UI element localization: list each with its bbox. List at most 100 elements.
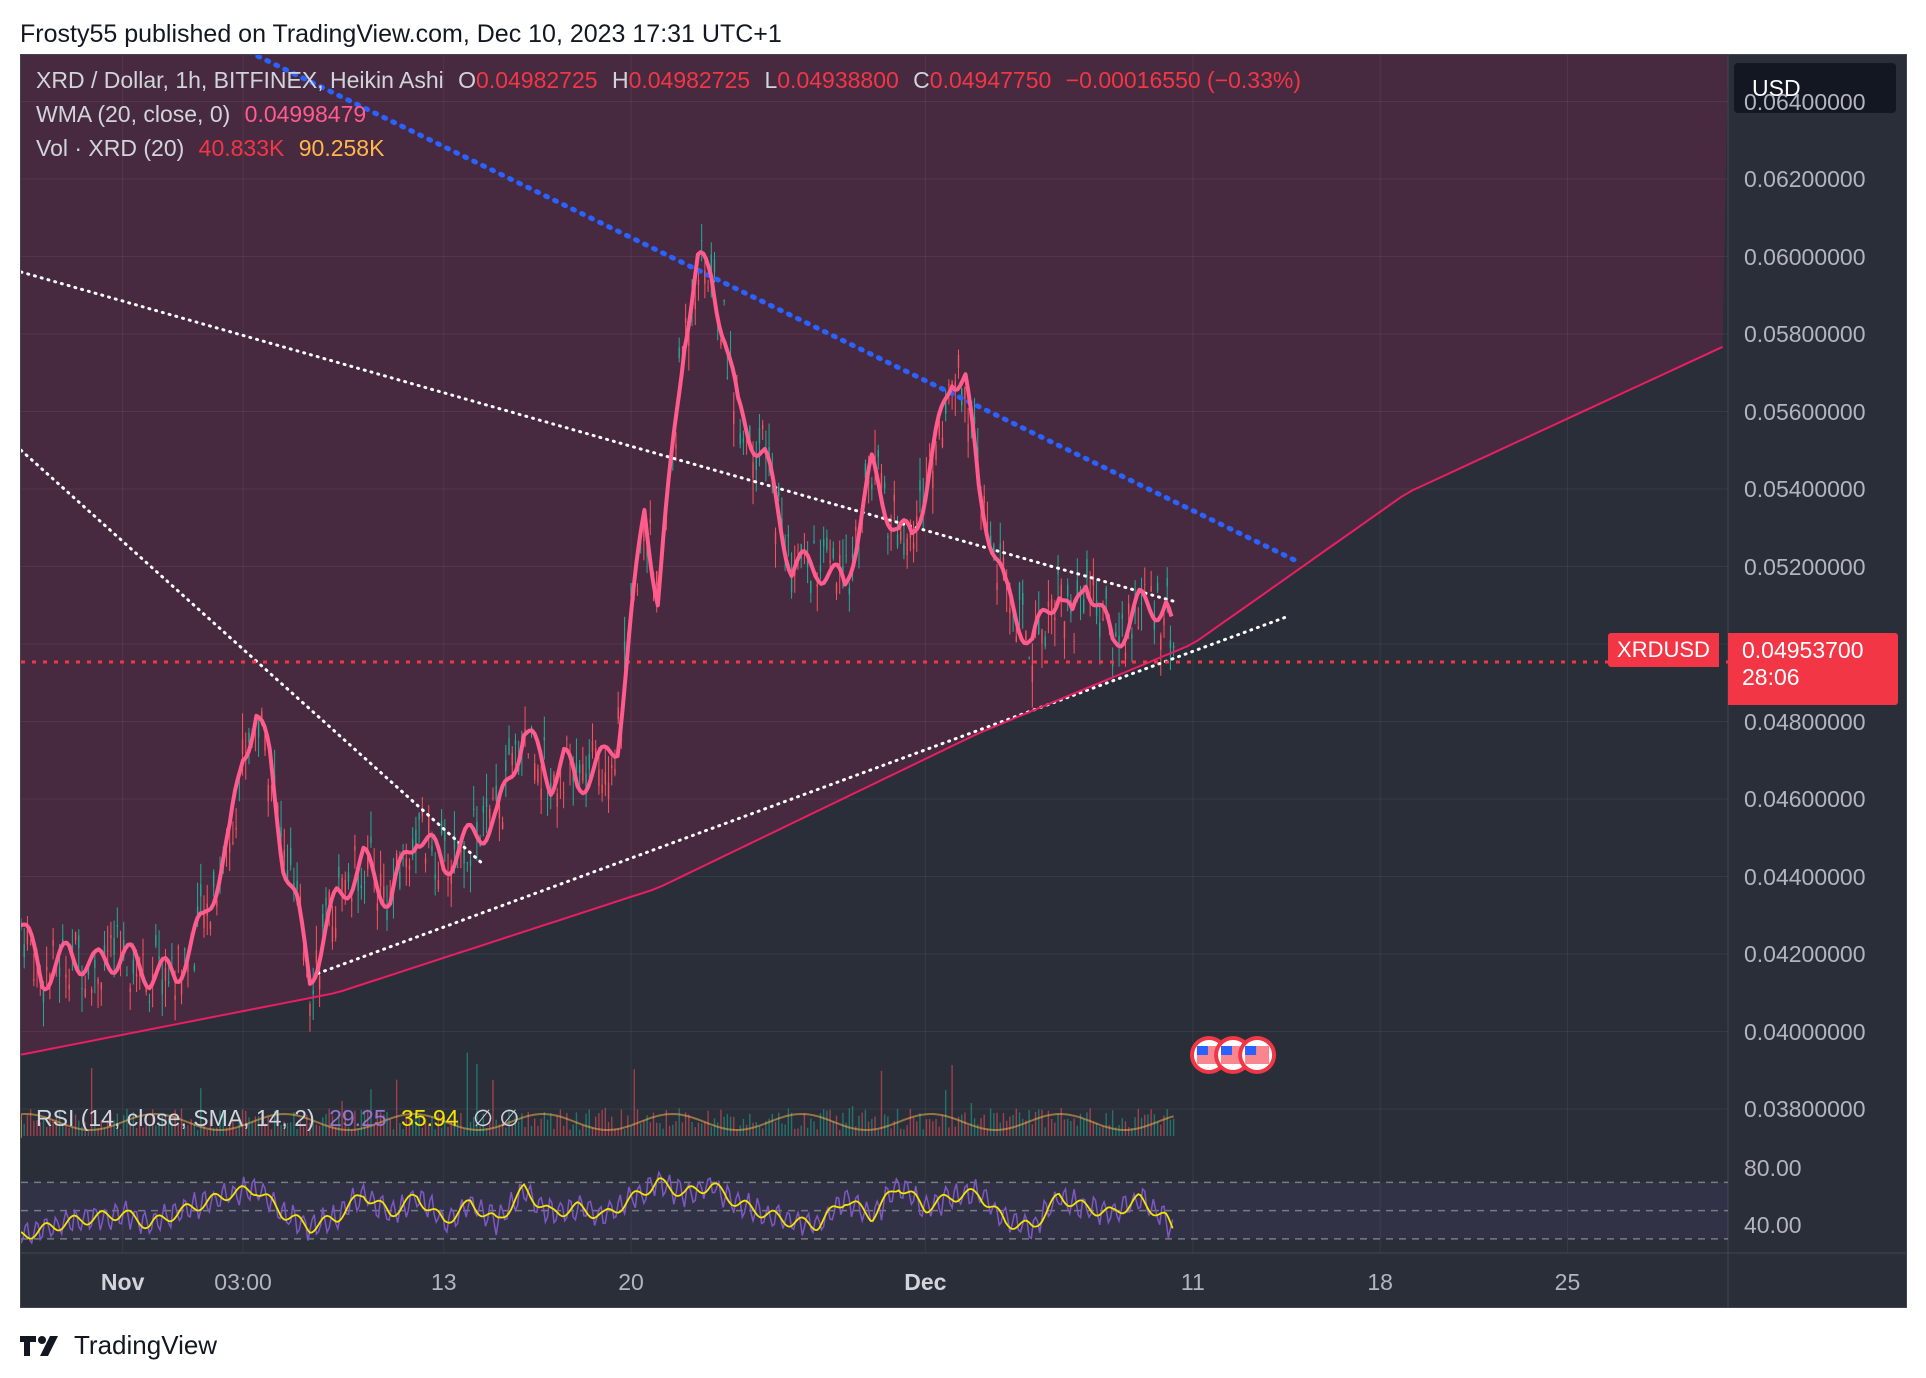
- candle-body: [415, 829, 417, 847]
- candle-body: [723, 300, 725, 302]
- candle-body: [951, 381, 953, 386]
- candle-body: [1031, 665, 1034, 683]
- candle-body: [733, 411, 735, 424]
- candle-body: [187, 963, 189, 973]
- candle-body: [58, 967, 61, 977]
- open-value: 0.04982725: [476, 67, 598, 93]
- candle-body: [492, 797, 494, 799]
- candle-body: [755, 454, 757, 471]
- candle-body: [23, 944, 25, 958]
- wma-legend[interactable]: WMA (20, close, 0) 0.04998479: [36, 101, 374, 128]
- candle-body: [90, 989, 93, 993]
- symbol-price-tag: XRDUSD: [1608, 633, 1719, 667]
- candle-body: [424, 858, 427, 864]
- candle-body: [1163, 618, 1165, 626]
- candle-body: [399, 871, 401, 888]
- candle-body: [511, 752, 513, 766]
- candle-body: [350, 897, 353, 902]
- candle-body: [235, 827, 237, 830]
- price-chart[interactable]: [21, 55, 1907, 1308]
- candle-body: [42, 987, 45, 1003]
- us-flag-canton: [1245, 1046, 1257, 1055]
- candle-body: [21, 921, 22, 924]
- candle-body: [476, 821, 478, 838]
- candle-body: [495, 785, 497, 800]
- price-tick-label: 0.05800000: [1744, 321, 1866, 347]
- price-tick-label: 0.06200000: [1744, 166, 1866, 192]
- rsi-label: RSI (14, close, SMA, 14, 2): [36, 1105, 315, 1131]
- price-tick-label: 0.04600000: [1744, 786, 1866, 812]
- candle-body: [617, 707, 619, 720]
- candle-body: [1121, 613, 1123, 619]
- price-tick-label: 0.04200000: [1744, 941, 1866, 967]
- candle-body: [758, 427, 761, 444]
- candle-body: [65, 974, 67, 979]
- candle-body: [257, 721, 260, 738]
- candle-body: [562, 791, 565, 793]
- candle-body: [508, 737, 510, 755]
- candle-body: [106, 950, 109, 952]
- volume-legend[interactable]: Vol · XRD (20) 40.833K 90.258K: [36, 135, 392, 162]
- candle-body: [228, 842, 231, 853]
- candle-body: [286, 870, 289, 885]
- candle-body: [354, 845, 356, 851]
- currency-button[interactable]: USD: [1734, 63, 1896, 113]
- candle-body: [601, 784, 603, 794]
- candle-body: [116, 925, 119, 928]
- candle-body: [713, 259, 716, 273]
- tradingview-logo-icon: [20, 1335, 58, 1356]
- candle-body: [485, 798, 488, 807]
- candle-body: [473, 808, 475, 811]
- candle-body: [582, 764, 584, 781]
- price-tick-label: 0.04400000: [1744, 863, 1866, 890]
- candle-body: [527, 753, 529, 755]
- candle-body: [851, 553, 854, 559]
- candle-body: [97, 979, 99, 984]
- symbol-label[interactable]: XRD / Dollar, 1h, BITFINEX, Heikin Ashi: [36, 67, 444, 93]
- candle-body: [489, 808, 491, 819]
- candle-body: [1111, 663, 1114, 667]
- candle-body: [463, 847, 465, 864]
- candle-body: [296, 880, 298, 890]
- price-tick-label: 0.04000000: [1744, 1018, 1866, 1045]
- candle-body: [309, 1003, 311, 1016]
- footer-brand-label: TradingView: [74, 1330, 218, 1360]
- candle-body: [177, 946, 180, 949]
- candle-body: [1028, 657, 1030, 659]
- candle-body: [1156, 582, 1159, 591]
- candle-body: [129, 988, 131, 993]
- candle-body: [778, 486, 780, 497]
- candle-body: [556, 793, 558, 807]
- candle-body: [155, 935, 157, 946]
- candle-body: [344, 879, 346, 894]
- candle-body: [161, 979, 163, 995]
- candle-body: [1144, 583, 1146, 585]
- chart-frame[interactable]: XRD / Dollar, 1h, BITFINEX, Heikin Ashi …: [20, 54, 1907, 1308]
- candle-body: [710, 254, 712, 271]
- candle-body: [241, 739, 244, 754]
- last-price-tag: 0.04953700 28:06: [1728, 633, 1898, 705]
- candle-body: [928, 455, 931, 457]
- candle-body: [498, 805, 501, 819]
- rsi-ma-line: [21, 1177, 1174, 1240]
- rsi-legend[interactable]: RSI (14, close, SMA, 14, 2) 29.25 35.94 …: [36, 1105, 527, 1132]
- candle-body: [386, 910, 388, 920]
- volume-label: Vol · XRD (20): [36, 135, 185, 161]
- candle-body: [880, 472, 883, 489]
- candle-body: [1137, 626, 1140, 629]
- candle-body: [280, 827, 282, 837]
- high-label: H: [611, 67, 629, 93]
- rsi-ma-value: 35.94: [401, 1105, 459, 1131]
- candle-body: [575, 763, 578, 773]
- candle-body: [456, 867, 459, 869]
- candle-body: [675, 443, 677, 449]
- candle-body: [405, 858, 407, 868]
- candle-body: [604, 772, 607, 785]
- candle-body: [212, 871, 215, 888]
- candle-body: [643, 525, 645, 542]
- candle-body: [1060, 584, 1062, 601]
- candle-body: [938, 420, 940, 437]
- candle-body: [94, 959, 96, 969]
- candle-body: [1102, 617, 1104, 621]
- footer-brand[interactable]: TradingView: [20, 1330, 217, 1361]
